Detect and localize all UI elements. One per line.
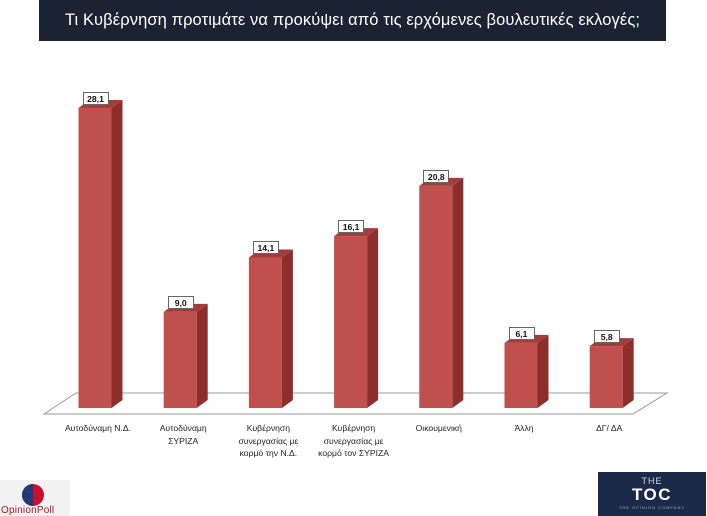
bar [163, 303, 208, 408]
data-label: 16,1 [338, 220, 365, 234]
bar [334, 228, 379, 408]
bar-side [281, 249, 293, 408]
x-tick-label: Άλλη [514, 423, 534, 433]
bar [78, 100, 123, 408]
data-label: 9,0 [167, 295, 194, 309]
x-tick-label: Αυτοδύναμη Ν.Δ. [64, 423, 132, 433]
data-label: 20,8 [423, 169, 450, 183]
bar-side [452, 177, 464, 408]
bar [248, 249, 293, 408]
toc-logo: THE TOC THE OPINION COMPANY [598, 472, 706, 516]
bar-front [589, 346, 623, 408]
bar [504, 334, 549, 408]
bar-front [78, 108, 112, 408]
bar-front [419, 185, 453, 408]
opinionpoll-logo-text: OpinionPoll [1, 505, 55, 516]
bar-side [367, 228, 379, 408]
bar-side [537, 334, 549, 408]
data-label: 6,1 [508, 326, 535, 340]
bar-side [111, 100, 123, 408]
bar-front [504, 342, 538, 408]
bar-side [622, 338, 634, 408]
toc-logo-main: TOC [631, 485, 673, 504]
opinionpoll-circle-icon [22, 484, 44, 506]
bar [589, 338, 634, 408]
bar-series [78, 100, 634, 408]
x-tick-label: Οικουμενική [415, 423, 462, 433]
data-label: 14,1 [252, 241, 279, 255]
bar-front [334, 236, 368, 408]
x-tick-label: Κυβέρνηση συνεργασίας με κορμό τον ΣΥΡΙΖ… [318, 423, 390, 458]
toc-logo-the: THE [641, 476, 663, 486]
data-label: 5,8 [593, 330, 620, 344]
x-tick-label: ΔΓ/ ΔΑ [596, 423, 623, 433]
bar-front [248, 257, 282, 408]
data-label: 28,1 [82, 92, 109, 105]
chart-title: Τι Κυβέρνηση προτιμάτε να προκύψει από τ… [39, 0, 666, 41]
x-tick-label: Αυτοδύναμη ΣΥΡΙΖΑ [159, 423, 207, 446]
toc-logo-sub: THE OPINION COMPANY [618, 505, 686, 510]
bar-side [196, 303, 208, 408]
bar [419, 177, 464, 408]
x-tick-label: Κυβέρνηση συνεργασίας με κορμό την Ν.Δ. [238, 423, 299, 458]
opinionpoll-logo: OpinionPoll [0, 480, 70, 516]
bar-front [163, 311, 197, 408]
